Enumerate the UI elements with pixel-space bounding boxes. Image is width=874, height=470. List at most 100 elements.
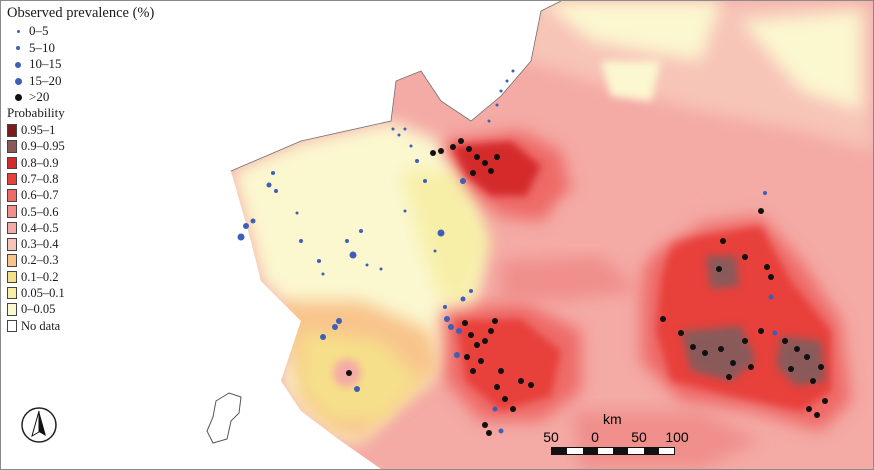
survey-point [494, 384, 500, 390]
survey-point [488, 328, 494, 334]
survey-point [321, 272, 325, 276]
probability-legend-label: 0.05–0.1 [21, 286, 65, 301]
survey-point [660, 316, 666, 322]
probability-legend-label: No data [21, 318, 61, 333]
survey-point [720, 238, 726, 244]
survey-point [804, 354, 810, 360]
survey-point [332, 324, 338, 330]
survey-point [415, 159, 419, 163]
prevalence-legend-row: >20 [7, 90, 154, 107]
probability-legend-title: Probability [7, 105, 65, 121]
survey-point [488, 168, 494, 174]
survey-point [460, 296, 466, 302]
probability-legend-row: 0.3–0.4 [7, 236, 154, 252]
survey-point [423, 179, 427, 183]
survey-point [482, 160, 488, 166]
probability-legend-label: 0.9–0.95 [21, 139, 65, 154]
probability-legend-row: 0.05–0.1 [7, 285, 154, 301]
survey-point [464, 354, 470, 360]
survey-point [470, 368, 476, 374]
prevalence-legend-label: 0–5 [29, 23, 49, 39]
probability-legend-label: 0–0.05 [21, 302, 56, 317]
legend-dot-icon [16, 46, 20, 51]
survey-point [482, 422, 488, 428]
prevalence-legend: 0–5 5–10 10–15 15–20 >20 [7, 24, 154, 107]
probability-legend-row: 0–0.05 [7, 301, 154, 317]
survey-point [730, 360, 736, 366]
survey-point [320, 334, 326, 340]
prevalence-legend-label: >20 [29, 89, 50, 105]
survey-point [486, 430, 492, 436]
probability-legend-row: 0.1–0.2 [7, 269, 154, 285]
survey-point [510, 406, 516, 412]
survey-point [274, 189, 278, 193]
survey-point [454, 352, 460, 358]
scale-track [551, 447, 675, 455]
probability-legend-label: 0.6–0.7 [21, 188, 59, 203]
survey-point [492, 406, 498, 412]
scale-tick-label: 50 [631, 429, 647, 445]
survey-point [498, 368, 504, 374]
survey-point [450, 144, 456, 150]
survey-point [528, 382, 534, 388]
survey-point [403, 209, 407, 213]
survey-point [742, 254, 748, 260]
probability-swatch [7, 254, 17, 267]
survey-point [502, 396, 508, 402]
probability-legend-row: 0.6–0.7 [7, 187, 154, 203]
survey-point [498, 428, 504, 434]
survey-point [397, 133, 401, 137]
survey-point [806, 406, 812, 412]
survey-point [726, 374, 732, 380]
survey-point [466, 146, 472, 152]
survey-point [433, 249, 437, 253]
survey-point [794, 346, 800, 352]
survey-point [764, 264, 770, 270]
probability-swatch [7, 286, 17, 300]
survey-point [482, 338, 488, 344]
scale-unit: km [603, 411, 622, 427]
probability-legend-row: 0.8–0.9 [7, 155, 154, 171]
probability-legend-row: 0.2–0.3 [7, 252, 154, 268]
probability-legend-label: 0.95–1 [21, 123, 56, 138]
survey-point [409, 144, 413, 148]
survey-point [299, 239, 303, 243]
survey-point [346, 370, 352, 376]
probability-swatch [7, 124, 17, 137]
probability-swatch [7, 303, 17, 316]
prevalence-legend-label: 5–10 [29, 39, 55, 55]
legend-dot-icon [14, 94, 22, 102]
survey-point [430, 150, 436, 156]
survey-point [788, 366, 794, 372]
probability-swatch [7, 156, 17, 170]
survey-points-low [237, 69, 778, 434]
survey-point [365, 263, 369, 267]
survey-point [494, 154, 500, 160]
survey-point [379, 267, 383, 271]
legend-dot-icon [16, 30, 20, 34]
prevalence-legend-row: 10–15 [7, 57, 154, 74]
survey-point [336, 318, 342, 324]
survey-point [345, 239, 349, 243]
prevalence-legend-label: 15–20 [29, 72, 62, 88]
probability-legend-label: 0.2–0.3 [21, 253, 59, 268]
survey-point [818, 364, 824, 370]
coastline [230, 1, 562, 172]
survey-point [250, 218, 256, 224]
survey-point [758, 328, 764, 334]
survey-point [474, 154, 480, 160]
island [206, 392, 242, 444]
legend-dot-icon [15, 61, 21, 68]
survey-points-high [346, 138, 828, 436]
survey-point [468, 332, 474, 338]
probability-legend-label: 0.1–0.2 [21, 269, 59, 284]
scale-tick-label: 100 [665, 429, 689, 445]
scale-tick-label: 0 [591, 429, 599, 445]
survey-point [444, 316, 450, 322]
probability-legend-row: 0.4–0.5 [7, 220, 154, 236]
survey-point [295, 211, 299, 215]
survey-point [518, 378, 524, 384]
survey-point [237, 233, 245, 241]
